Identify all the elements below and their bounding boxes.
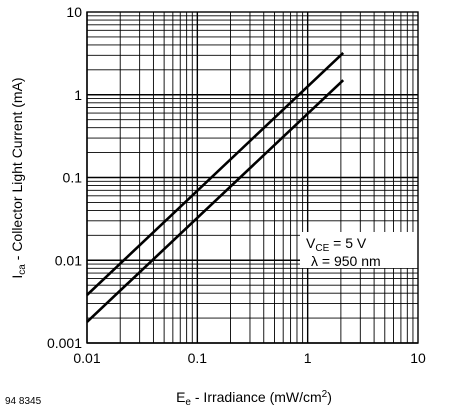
annotation-vce: VCE = 5 V: [306, 235, 367, 254]
annotation-wavelength: λ = 950 nm: [311, 253, 381, 269]
y-axis-label: Ica - Collector Light Current (mA): [9, 77, 28, 278]
x-tick-label: 1: [304, 350, 312, 366]
series-line-1: [86, 51, 345, 296]
y-tick-label: 0.01: [55, 252, 82, 268]
y-tick-labels: 0.001 0.01 0.1 1 10: [47, 4, 82, 351]
x-tick-labels: 0.01 0.1 1 10: [73, 350, 426, 366]
x-axis-label: Ee - Irradiance (mW/cm2): [176, 389, 332, 408]
y-tick-label: 1: [74, 87, 82, 103]
annotation-background: [300, 232, 428, 268]
x-tick-label: 0.1: [188, 350, 208, 366]
y-tick-label: 10: [66, 4, 82, 20]
grid: [86, 12, 418, 344]
y-tick-label: 0.1: [63, 170, 83, 186]
x-tick-label: 10: [410, 350, 426, 366]
plot-frame: [86, 11, 419, 344]
y-tick-label: 0.001: [47, 335, 82, 351]
series-group: [86, 51, 345, 323]
x-tick-label: 0.01: [73, 350, 100, 366]
figure-id: 94 8345: [5, 396, 42, 407]
series-line-2: [86, 79, 345, 323]
